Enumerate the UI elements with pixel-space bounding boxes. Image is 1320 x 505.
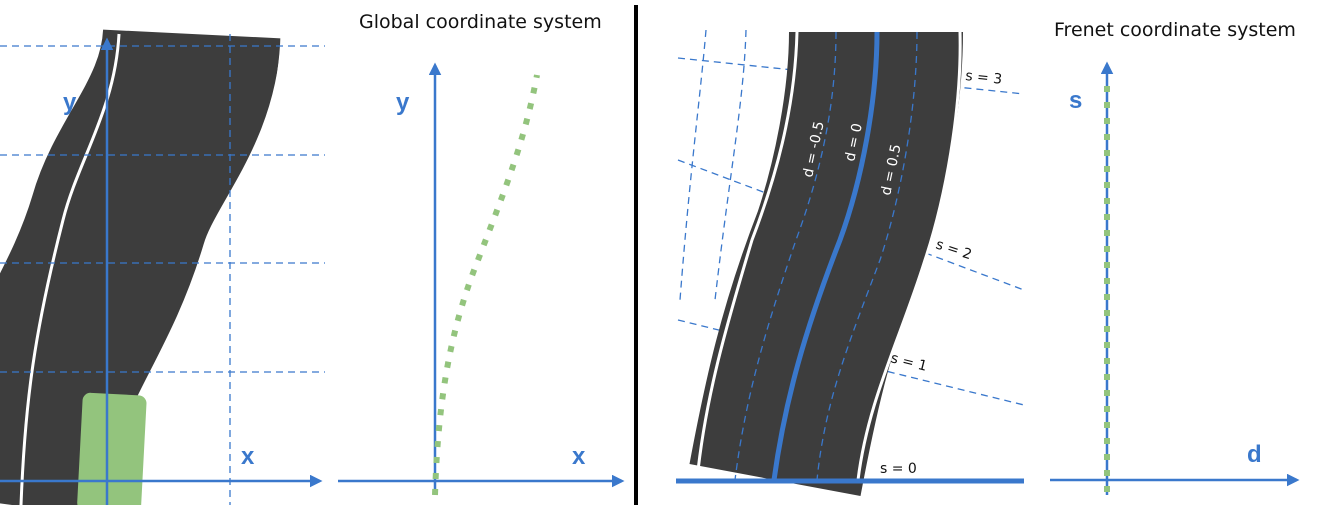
global-trajectory-plot: Global coordinate system y x xyxy=(338,11,625,496)
s-label-3: s = 3 xyxy=(965,68,1003,88)
road-surface xyxy=(0,26,281,505)
road-y-axis-label: y xyxy=(63,89,77,116)
road-x-axis-label: x xyxy=(241,443,255,470)
road-edge-left xyxy=(19,33,121,505)
frenet-reference-line xyxy=(771,31,880,481)
frenet-road-panel: d = -0.5 d = 0 d = 0.5 s = 0 s = 1 s = 2… xyxy=(676,29,1025,497)
global-road-panel xyxy=(0,26,325,505)
frenet-d-axis-label: d xyxy=(1247,441,1262,468)
frenet-trajectory-plot: Frenet coordinate system s d xyxy=(1050,19,1300,495)
frenet-road-edge-left xyxy=(695,31,799,481)
road-edge-right xyxy=(180,33,284,505)
frenet-d-grid-outer xyxy=(679,29,747,301)
global-y-axis-label: y xyxy=(396,89,410,116)
frenet-lane-d-neg xyxy=(734,31,837,481)
frenet-s-axis-label: s xyxy=(1069,87,1082,114)
global-x-axis-label: x xyxy=(572,443,586,470)
s-label-2: s = 2 xyxy=(934,237,974,264)
global-panel-title: Global coordinate system xyxy=(359,11,602,33)
d-label-zero: d = 0 xyxy=(842,122,866,163)
s-label-0: s = 0 xyxy=(880,461,917,477)
vehicle xyxy=(77,392,147,505)
global-trajectory xyxy=(432,74,540,496)
frenet-road-edge-right xyxy=(856,31,962,481)
s-label-1: s = 1 xyxy=(889,350,929,374)
frenet-panel-title: Frenet coordinate system xyxy=(1054,19,1296,41)
frenet-lane-d-pos xyxy=(816,31,918,481)
global-grid xyxy=(0,34,325,505)
